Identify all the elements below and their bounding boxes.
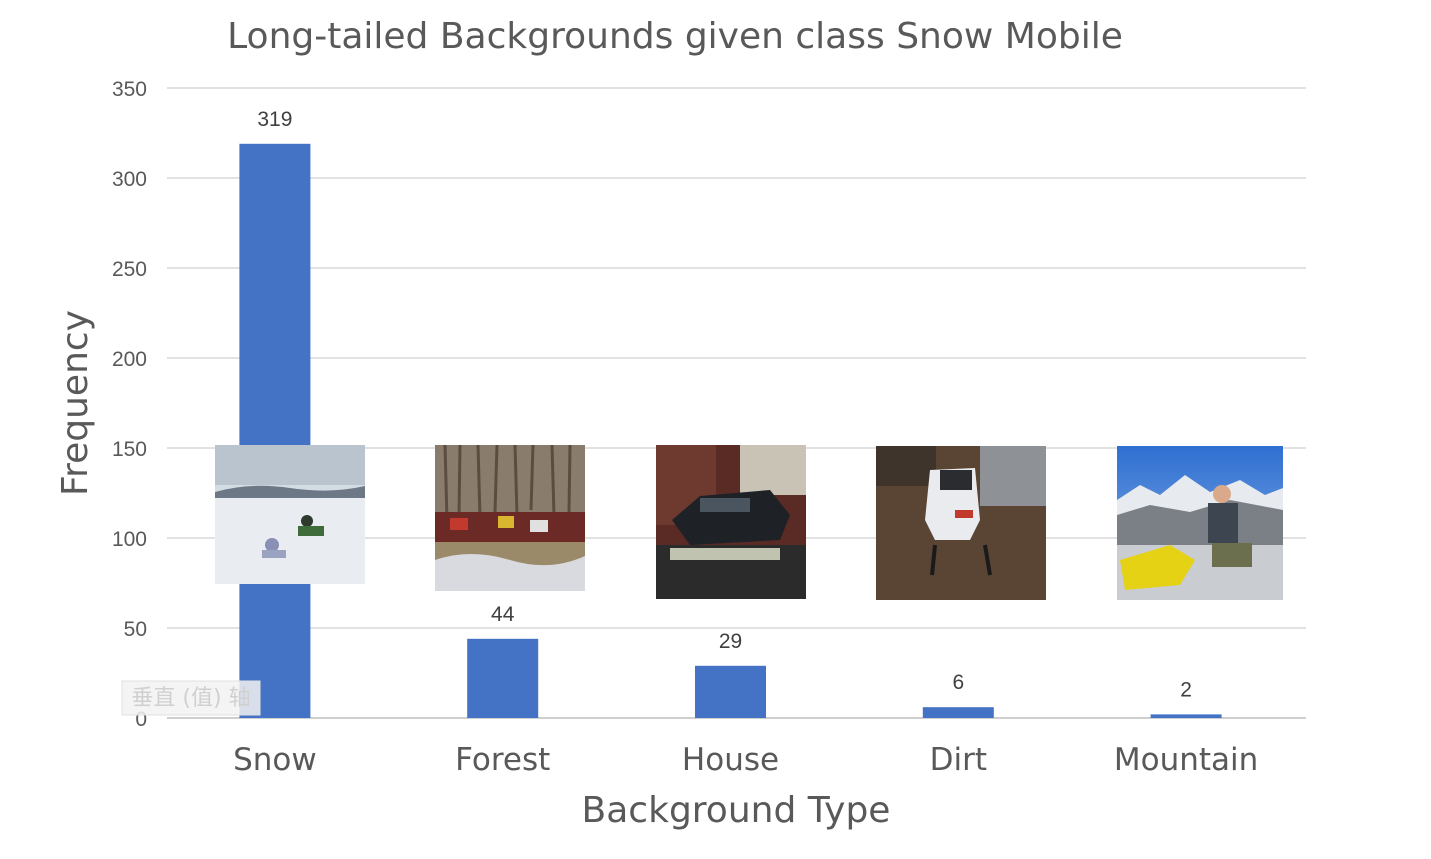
x-category-snow: Snow <box>233 742 317 778</box>
mountain-photo <box>1117 446 1283 600</box>
snow-field-photo <box>215 445 365 584</box>
bar-snow <box>239 143 311 719</box>
y-tick-label: 150 <box>112 438 147 461</box>
x-axis-categories: Snow Forest House Dirt Mountain <box>233 742 1258 778</box>
x-category-dirt: Dirt <box>930 742 987 778</box>
data-label-dirt: 6 <box>952 671 964 694</box>
x-category-house: House <box>682 742 779 778</box>
x-axis-title: Background Type <box>582 790 891 831</box>
y-tick-label: 0 <box>135 708 147 731</box>
y-axis-title: Frequency <box>55 310 96 496</box>
axis-tooltip: 垂直 (值) 轴 <box>121 680 261 716</box>
data-labels: 319 44 29 6 2 <box>257 108 1192 702</box>
y-axis-ticks: 0 50 100 150 200 250 300 350 <box>112 78 147 731</box>
house-photo <box>656 445 806 599</box>
y-tick-label: 50 <box>124 618 147 641</box>
x-category-mountain: Mountain <box>1114 742 1258 778</box>
y-tick-label: 250 <box>112 258 147 281</box>
chart-title: Long-tailed Backgrounds given class Snow… <box>227 16 1123 57</box>
bar-mountain <box>1150 714 1222 718</box>
axis-tooltip-text: 垂直 (值) 轴 <box>131 686 250 711</box>
y-tick-label: 200 <box>112 348 147 371</box>
bar-house <box>695 665 766 718</box>
dirt-photo <box>876 446 1046 600</box>
x-category-forest: Forest <box>455 742 550 778</box>
bar-forest <box>467 638 539 718</box>
y-tick-label: 350 <box>112 78 147 101</box>
data-label-mountain: 2 <box>1180 678 1192 701</box>
background-thumbnails <box>215 444 1283 600</box>
gridlines <box>167 87 1306 719</box>
bar-dirt <box>922 707 994 718</box>
data-label-house: 29 <box>719 630 742 653</box>
data-label-snow: 319 <box>257 108 292 131</box>
bars <box>239 143 1222 719</box>
data-label-forest: 44 <box>491 603 515 626</box>
y-tick-label: 100 <box>112 528 147 551</box>
forest-photo <box>435 444 585 591</box>
y-tick-label: 300 <box>112 168 147 191</box>
